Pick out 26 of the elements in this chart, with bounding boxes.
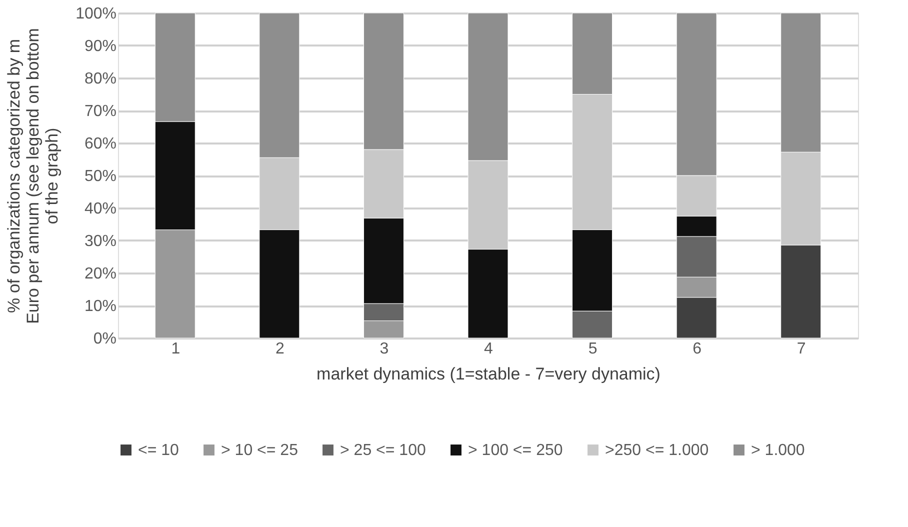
x-tick-label: 6 [692, 340, 702, 358]
y-tick-label: 80% [84, 70, 116, 88]
x-tick-label: 1 [171, 340, 180, 358]
y-tick-label: 90% [84, 38, 116, 55]
y-tick-label: 70% [84, 103, 116, 120]
y-tick-label: 60% [84, 136, 116, 152]
legend-label: >250 <= 1.000 [605, 442, 709, 459]
x-tick-label: 5 [588, 340, 598, 358]
y-tick-label: 100% [76, 6, 116, 22]
y-tick-label: 10% [84, 298, 116, 315]
x-tick-label: 2 [275, 340, 284, 358]
legend-label: > 25 <= 100 [340, 442, 426, 459]
y-tick-label: 30% [84, 233, 116, 250]
x-axis-title: market dynamics (1=stable - 7=very dynamic) [316, 364, 660, 384]
y-tick-label: 0% [93, 330, 116, 348]
y-tick-label: 40% [84, 200, 116, 218]
x-tick-label: 4 [484, 340, 494, 358]
legend-label: > 10 <= 25 [221, 442, 298, 459]
legend-label: > 100 <= 250 [468, 442, 563, 459]
x-tick-label: 3 [380, 340, 389, 358]
y-axis-title: % of organizations categorized by m Euro per annum (see legend on bottom of the graph) [4, 28, 62, 324]
legend-label: > 1.000 [751, 442, 805, 459]
y-tick-label: 20% [84, 266, 116, 282]
y-tick-label: 50% [84, 168, 116, 185]
legend-label: <= 10 [138, 442, 180, 459]
x-tick-label: 7 [796, 340, 806, 358]
